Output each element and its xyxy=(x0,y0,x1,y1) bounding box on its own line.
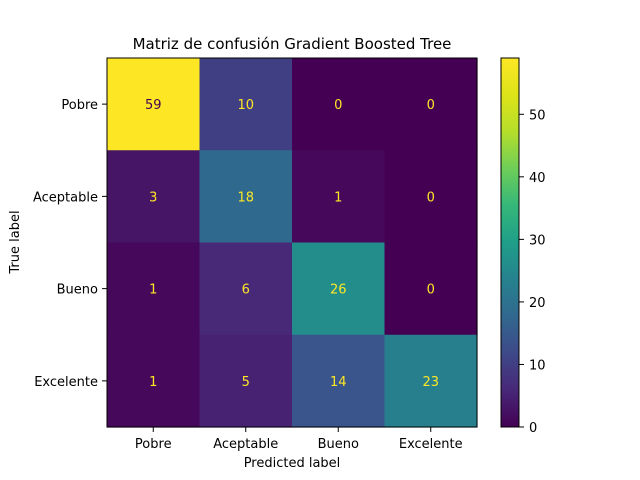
cell-value-label: 59 xyxy=(145,98,162,113)
x-tick-label: Bueno xyxy=(318,437,359,452)
colorbar-ticks: 0 10 20 30 40 50 xyxy=(519,108,546,436)
cell-value-label: 3 xyxy=(149,190,157,205)
x-axis-ticks: Pobre Aceptable Bueno Excelente xyxy=(135,427,463,452)
matrix-cell xyxy=(199,150,293,244)
chart-title: Matriz de confusión Gradient Boosted Tre… xyxy=(133,35,452,53)
cell-value-label: 1 xyxy=(334,190,342,205)
matrix-cells xyxy=(107,58,478,428)
cell-value-label: 5 xyxy=(242,375,250,390)
cell-value-label: 23 xyxy=(422,375,439,390)
matrix-cell xyxy=(292,242,386,336)
cell-value-label: 0 xyxy=(427,283,435,298)
matrix-cell xyxy=(107,334,201,428)
cell-value-label: 18 xyxy=(237,190,254,205)
x-tick-label: Aceptable xyxy=(213,437,278,452)
y-tick-label: Bueno xyxy=(57,283,98,298)
x-tick-label: Pobre xyxy=(135,437,172,452)
matrix-frame xyxy=(106,57,478,428)
colorbar-tick-label: 10 xyxy=(529,358,546,373)
matrix-cell-labels: 59 10 0 03 18 1 01 6 26 01 5 14 23 xyxy=(145,98,439,390)
cell-value-label: 1 xyxy=(149,375,157,390)
matrix-cell xyxy=(384,334,478,428)
x-tick-label: Excelente xyxy=(399,437,463,452)
colorbar-tick-label: 30 xyxy=(529,233,546,248)
matrix-cell xyxy=(199,242,293,336)
x-axis-label: Predicted label xyxy=(244,456,341,471)
cell-value-label: 1 xyxy=(149,283,157,298)
matrix-cell xyxy=(384,150,478,244)
colorbar-tick-label: 50 xyxy=(529,108,546,123)
cell-value-label: 14 xyxy=(330,375,347,390)
matrix-cell xyxy=(107,150,201,244)
colorbar-tick-label: 40 xyxy=(529,171,546,186)
cell-value-label: 0 xyxy=(427,190,435,205)
matrix-cell xyxy=(292,58,386,151)
colorbar-tick-label: 0 xyxy=(529,421,537,436)
y-tick-label: Aceptable xyxy=(33,190,98,205)
matrix-cell xyxy=(384,58,478,151)
matrix-cell xyxy=(199,334,293,428)
cell-value-label: 10 xyxy=(237,98,254,113)
y-axis-ticks: Pobre Aceptable Bueno Excelente xyxy=(33,98,107,390)
colorbar-tick-label: 20 xyxy=(529,296,546,311)
cell-value-label: 0 xyxy=(427,98,435,113)
matrix-cell xyxy=(107,58,201,151)
matrix-cell xyxy=(292,334,386,428)
cell-value-label: 6 xyxy=(242,283,250,298)
colorbar xyxy=(500,57,520,428)
cell-value-label: 26 xyxy=(330,283,347,298)
matrix-cell xyxy=(107,242,201,336)
matrix-cell xyxy=(384,242,478,336)
y-tick-label: Pobre xyxy=(61,98,98,113)
cell-value-label: 0 xyxy=(334,98,342,113)
y-tick-label: Excelente xyxy=(34,375,98,390)
y-axis-label: True label xyxy=(8,210,23,274)
matrix-cell xyxy=(199,58,293,151)
matrix-cell xyxy=(292,150,386,244)
